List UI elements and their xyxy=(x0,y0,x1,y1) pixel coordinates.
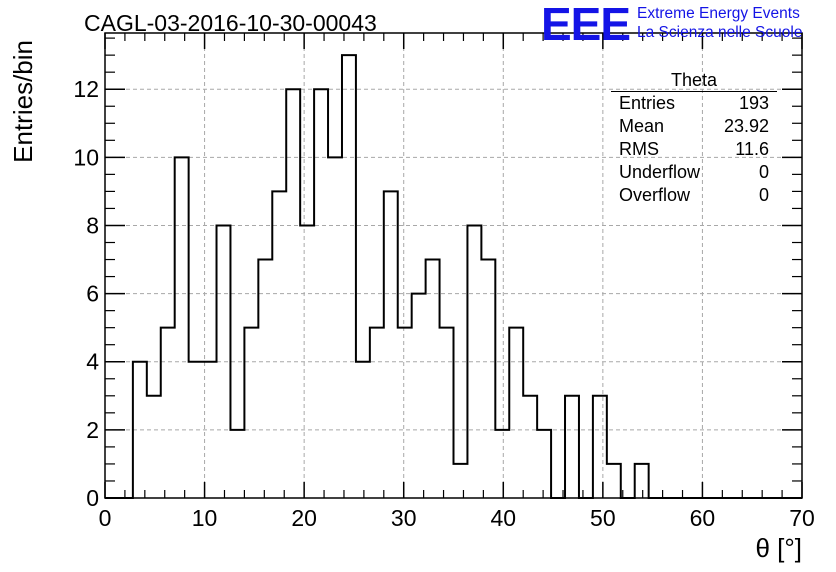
histogram-bin xyxy=(426,260,440,498)
histogram-bin xyxy=(635,464,649,498)
histogram-bin xyxy=(607,464,621,498)
stats-row-entries: Entries 193 xyxy=(611,92,777,115)
logo-line-1: Extreme Energy Events xyxy=(637,5,800,22)
histogram-bins xyxy=(133,55,649,498)
histogram-bin xyxy=(244,328,258,498)
logo-line-2: La Scienza nelle Scuole xyxy=(637,24,803,41)
grid-lines xyxy=(105,33,802,498)
stats-label: Entries xyxy=(619,93,676,113)
histogram-bin xyxy=(593,396,607,498)
stats-value: 0 xyxy=(758,162,769,182)
tick-labels: 0 10 20 30 40 50 60 70 0 2 4 6 8 10 12 xyxy=(73,76,814,531)
histogram-bin xyxy=(258,260,272,498)
stats-box: Theta Entries 193 Mean 23.92 RMS 11.6 Un… xyxy=(611,70,777,207)
histogram-bin xyxy=(495,430,509,498)
stats-value: 193 xyxy=(738,93,769,113)
stats-label: Mean xyxy=(619,116,665,136)
stats-row-overflow: Overflow 0 xyxy=(611,184,777,207)
histogram-bin xyxy=(384,191,398,498)
histogram-bin xyxy=(509,328,523,498)
stats-value: 11.6 xyxy=(735,139,769,159)
stats-value: 23.92 xyxy=(723,116,769,136)
x-tick-label: 30 xyxy=(391,505,417,531)
histogram-bin xyxy=(175,157,189,498)
histogram-bin xyxy=(565,396,579,498)
y-tick-label: 6 xyxy=(86,281,99,307)
run-title: CAGL-03-2016-10-30-00043 xyxy=(84,10,377,36)
histogram-bin xyxy=(203,362,217,498)
x-tick-label: 40 xyxy=(490,505,516,531)
histogram-bin xyxy=(286,89,300,498)
stats-label: RMS xyxy=(619,139,659,159)
y-tick-label: 4 xyxy=(86,349,99,375)
x-tick-label: 10 xyxy=(192,505,218,531)
stats-row-underflow: Underflow 0 xyxy=(611,161,777,184)
y-tick-label: 0 xyxy=(86,485,99,511)
histogram-bin xyxy=(314,89,328,498)
histogram-bin xyxy=(217,225,231,498)
histogram-bin xyxy=(440,328,454,498)
x-tick-label: 50 xyxy=(590,505,616,531)
plot-frame xyxy=(104,32,803,499)
y-axis-label: Entries/bin xyxy=(8,40,38,163)
histogram-bin xyxy=(412,294,426,498)
y-tick-label: 2 xyxy=(86,417,99,443)
histogram-bin xyxy=(230,430,244,498)
stats-row-mean: Mean 23.92 xyxy=(611,115,777,138)
y-tick-label: 8 xyxy=(86,212,99,238)
stats-label: Underflow xyxy=(619,162,701,182)
x-axis-label: θ [°] xyxy=(755,533,802,563)
histogram-bin xyxy=(328,157,342,498)
histogram-bin xyxy=(370,328,384,498)
histogram-bin xyxy=(537,430,551,498)
histogram-bin xyxy=(300,225,314,498)
stats-title: Theta xyxy=(611,70,777,92)
histogram-bin xyxy=(342,55,356,498)
histogram-bin xyxy=(481,260,495,498)
histogram-bin xyxy=(189,362,203,498)
x-tick-label: 70 xyxy=(789,505,815,531)
histogram-bin xyxy=(147,396,161,498)
y-tick-label: 10 xyxy=(73,144,99,170)
histogram-bin xyxy=(454,464,468,498)
y-tick-label: 12 xyxy=(73,76,99,102)
histogram-bin xyxy=(467,225,481,498)
histogram-bin xyxy=(398,328,412,498)
histogram-bin xyxy=(523,396,537,498)
x-tick-label: 0 xyxy=(99,505,112,531)
histogram-bin xyxy=(272,191,286,498)
x-tick-label: 20 xyxy=(291,505,317,531)
stats-value: 0 xyxy=(758,185,769,205)
eee-logo: EEE xyxy=(541,0,631,50)
histogram-bin xyxy=(133,362,147,498)
x-tick-label: 60 xyxy=(690,505,716,531)
histogram-bin xyxy=(161,328,175,498)
stats-row-rms: RMS 11.6 xyxy=(611,138,777,161)
histogram-bin xyxy=(356,362,370,498)
stats-label: Overflow xyxy=(619,185,691,205)
